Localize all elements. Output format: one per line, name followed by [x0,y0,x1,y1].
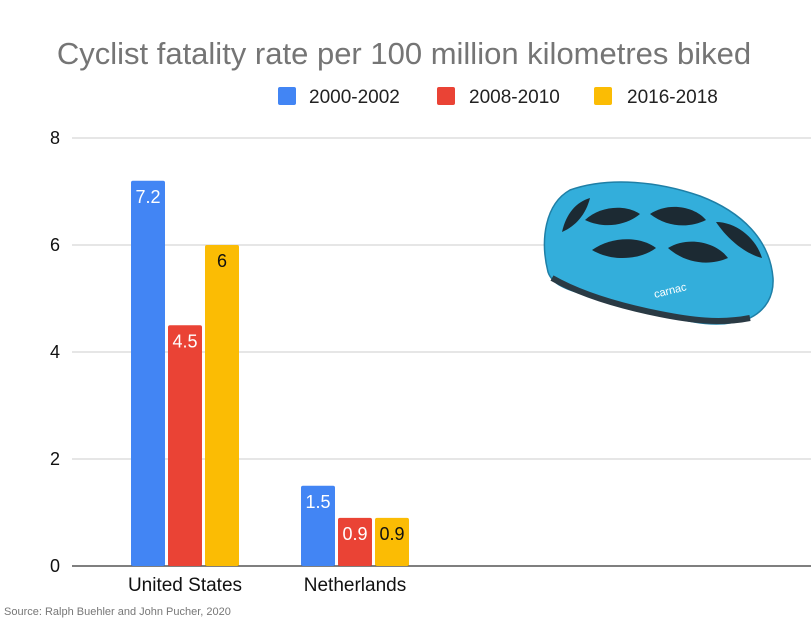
helmet-inner-band [550,275,751,324]
bar-1-3 [205,245,239,566]
legend-label-3: 2016-2018 [627,87,718,108]
helmet-vent-4 [668,241,728,263]
bars: 7.2 4.5 6 1.5 0.9 0.9 [131,180,409,567]
helmet-shell [543,181,774,325]
x-axis-categories: United States Netherlands [128,575,406,596]
helmet-vent-1 [585,207,640,226]
helmet-vent-3 [592,239,656,259]
bar-1-1 [131,180,165,567]
bar-2-2 [338,517,372,566]
bar-label-1-1: 7.2 [135,187,160,207]
bar-2-3 [375,517,409,566]
x-category-label-2: Netherlands [304,575,406,596]
x-category-label-1: United States [128,575,242,596]
bar-label-2-2: 0.9 [342,524,367,544]
legend-item-3: 2016-2018 [594,87,718,108]
y-tick-label-3: 6 [50,235,60,255]
bar-label-1-2: 4.5 [172,331,197,351]
y-tick-label-1: 2 [50,449,60,469]
bar-label-2-1: 1.5 [305,492,330,512]
helmet-vent-6 [562,198,590,232]
legend-item-1: 2000-2002 [278,87,400,108]
y-tick-label-0: 0 [50,556,60,576]
bicycle-helmet-icon: carnac [543,181,774,325]
legend: 2000-2002 2008-2010 2016-2018 [278,87,718,108]
bar-label-1-3: 6 [217,251,227,271]
legend-swatch-3 [594,87,612,105]
bar-1-2 [168,325,202,566]
y-tick-label-4: 8 [50,128,60,148]
legend-item-2: 2008-2010 [437,87,560,108]
legend-label-2: 2008-2010 [469,87,560,108]
legend-swatch-2 [437,87,455,105]
chart-title: Cyclist fatality rate per 100 million ki… [57,36,751,71]
bar-label-2-3: 0.9 [379,524,404,544]
source-note: Source: Ralph Buehler and John Pucher, 2… [4,606,231,618]
legend-swatch-1 [278,87,296,105]
legend-label-1: 2000-2002 [309,87,400,108]
helmet-vent-2 [650,206,706,226]
y-tick-label-2: 4 [50,342,60,362]
y-axis-ticks: 0 2 4 6 8 [50,128,60,576]
bar-2-1 [301,485,335,566]
helmet-vent-5 [716,222,762,258]
